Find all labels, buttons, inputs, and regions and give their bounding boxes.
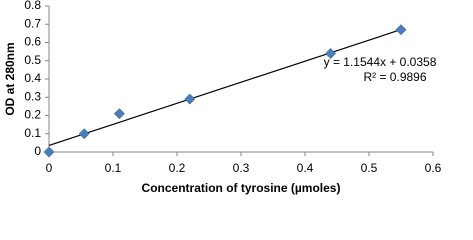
y-tick-label: 0.8 xyxy=(24,0,41,12)
y-tick-label: 0.4 xyxy=(24,71,41,85)
y-tick-label: 0.1 xyxy=(24,126,41,140)
x-tick-label: 0.3 xyxy=(233,161,250,175)
trendline-equation: y = 1.1544x + 0.0358 xyxy=(324,55,437,69)
trendline xyxy=(48,29,402,147)
data-point xyxy=(325,48,337,59)
x-tick-label: 0.5 xyxy=(361,161,378,175)
y-tick-label: 0.3 xyxy=(24,89,41,103)
x-tick-label: 0 xyxy=(46,161,53,175)
data-point xyxy=(113,108,125,120)
y-tick-label: 0.2 xyxy=(24,108,41,122)
data-point xyxy=(78,128,90,140)
trendline-r2: R² = 0.9896 xyxy=(363,70,426,84)
x-axis-title: Concentration of tyrosine (µmoles) xyxy=(142,181,341,195)
data-point xyxy=(43,146,55,158)
y-tick-label: 0 xyxy=(34,144,41,158)
x-tick-label: 0.2 xyxy=(169,161,186,175)
data-point xyxy=(184,93,196,105)
x-tick-label: 0.6 xyxy=(425,161,442,175)
y-axis-title: OD at 280nm xyxy=(3,42,17,115)
y-tick-label: 0.7 xyxy=(24,16,41,30)
y-tick-label: 0.5 xyxy=(24,53,41,67)
data-point xyxy=(395,24,407,36)
chart: Concentration of tyrosine (µmoles) OD at… xyxy=(3,0,442,195)
x-tick-label: 0.4 xyxy=(297,161,314,175)
x-tick-label: 0.1 xyxy=(105,161,122,175)
y-tick-label: 0.6 xyxy=(24,35,41,49)
